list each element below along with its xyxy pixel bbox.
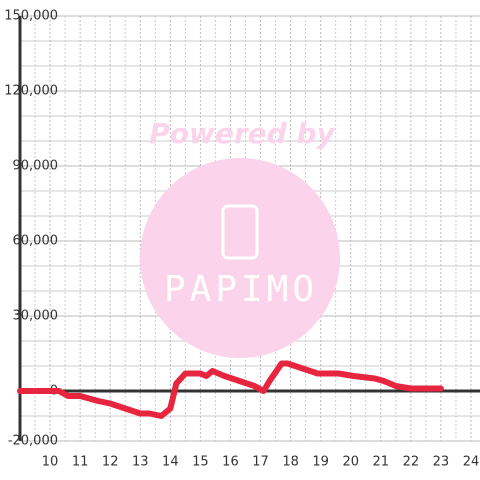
x-tick-label: 18 <box>282 455 299 470</box>
x-tick-label: 17 <box>252 455 269 470</box>
x-tick-label: 19 <box>312 455 329 470</box>
y-tick-label: 120,000 <box>4 84 58 99</box>
y-tick-label: 30,000 <box>13 309 59 324</box>
x-tick-label: 14 <box>162 455 179 470</box>
watermark-text: Powered by <box>149 117 336 150</box>
y-tick-label: 150,000 <box>4 9 58 24</box>
x-tick-label: 21 <box>373 455 390 470</box>
x-tick-label: 16 <box>222 455 239 470</box>
y-tick-label: -20,000 <box>8 434 58 449</box>
phone-icon <box>221 204 259 260</box>
x-tick-label: 10 <box>42 455 59 470</box>
x-tick-label: 24 <box>463 455 480 470</box>
data-line <box>17 360 444 419</box>
x-tick-label: 20 <box>342 455 359 470</box>
watermark-logo: PAPIMO <box>164 269 318 310</box>
y-tick-label: 60,000 <box>13 234 59 249</box>
x-tick-label: 23 <box>433 455 450 470</box>
x-tick-label: 22 <box>403 455 420 470</box>
x-tick-label: 11 <box>72 455 89 470</box>
y-tick-label: 90,000 <box>13 159 59 174</box>
x-tick-label: 15 <box>192 455 209 470</box>
x-tick-label: 13 <box>132 455 149 470</box>
watermark: Powered by PAPIMO <box>140 117 340 358</box>
x-tick-label: 12 <box>102 455 119 470</box>
